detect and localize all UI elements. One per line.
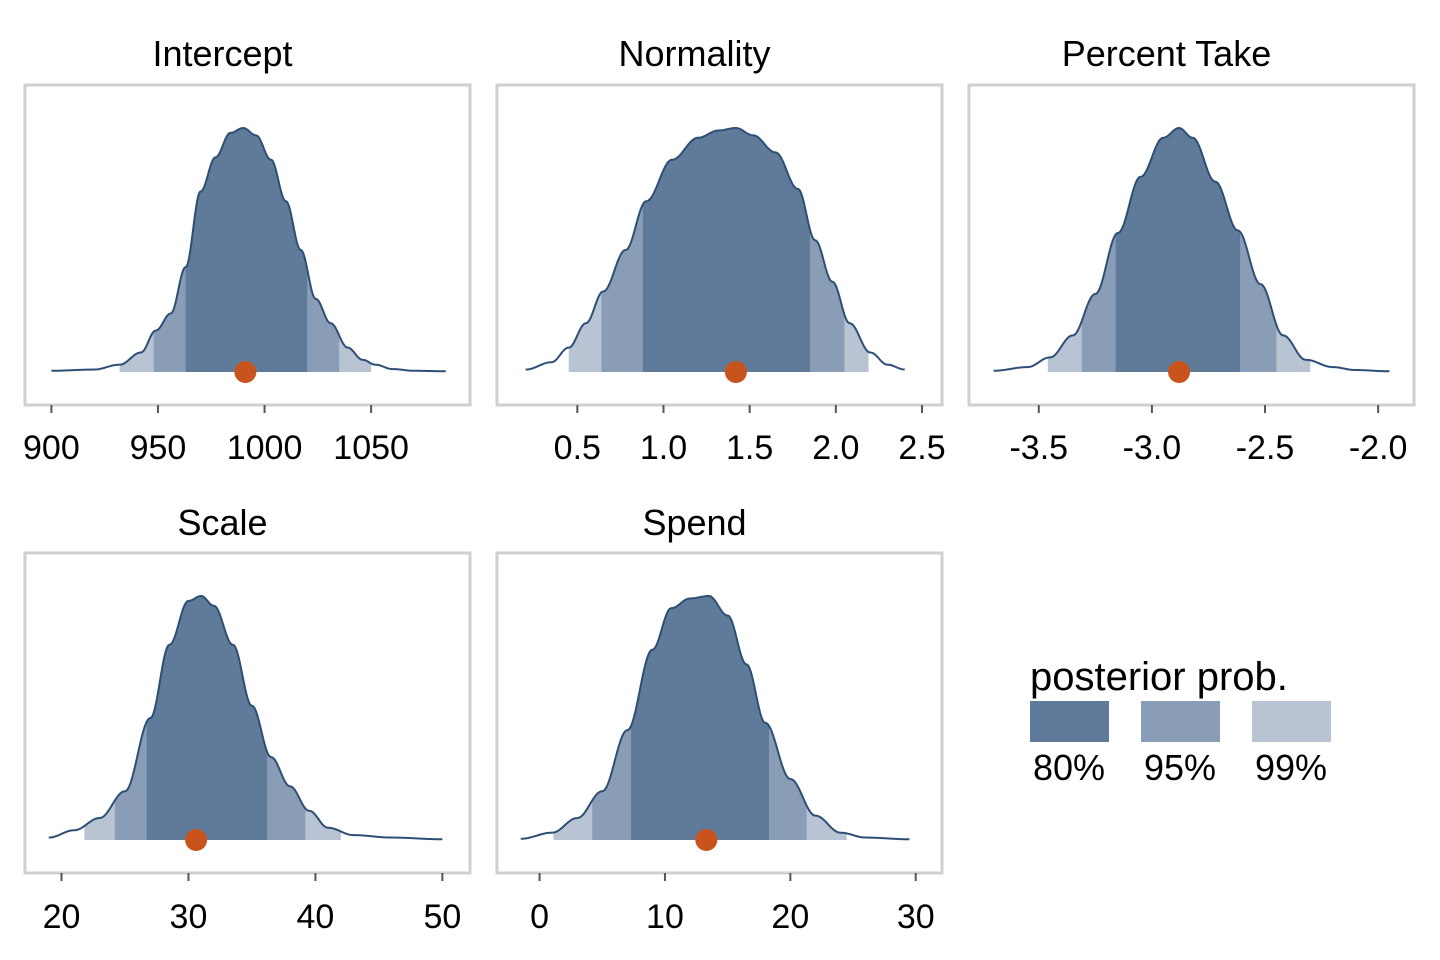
point-estimate: [234, 361, 257, 383]
legend-label-99: 99%: [1255, 747, 1327, 788]
point-estimate: [724, 361, 747, 383]
panel-frame: [495, 83, 944, 407]
x-tick-label: 1.5: [726, 429, 773, 467]
x-tick-label: 950: [130, 429, 187, 467]
legend-swatch-80: [1030, 701, 1109, 742]
panel-frame: [23, 551, 472, 875]
legend-label-95: 95%: [1144, 747, 1216, 788]
x-tick-label: 50: [423, 898, 461, 936]
x-tick-label: 0: [530, 898, 549, 936]
x-tick-label: 900: [23, 429, 80, 467]
x-tick-label: 1000: [227, 429, 303, 467]
band-80: [146, 596, 268, 840]
panel-normality: Normality 0.5 1.0 1.5 2.0 2.5: [495, 33, 946, 467]
x-tick-label: -2.0: [1349, 429, 1408, 467]
x-tick-label: 2.5: [898, 429, 945, 467]
panel-title: Spend: [642, 502, 746, 543]
band-80: [642, 128, 810, 372]
x-tick-label: 1050: [333, 429, 409, 467]
legend-label-80: 80%: [1033, 747, 1105, 788]
x-tick-label: 20: [43, 898, 81, 936]
density-outline: [525, 126, 905, 371]
point-estimate: [1168, 361, 1191, 383]
panel-title: Normality: [618, 33, 770, 74]
density-outline: [993, 126, 1390, 373]
panel-title: Percent Take: [1062, 33, 1271, 74]
panel-intercept: Intercept 900 950 1000 1050: [23, 33, 472, 467]
x-tick-label: 30: [897, 898, 935, 936]
panel-frame: [495, 551, 944, 875]
x-tick-label: 10: [646, 898, 684, 936]
panel-spend: Spend 0 10 20 30: [495, 502, 944, 936]
x-tick-label: 2.0: [812, 429, 859, 467]
band-80: [185, 128, 308, 372]
panel-scale: Scale 20 30 40 50: [23, 502, 472, 936]
point-estimate: [695, 829, 718, 851]
x-tick-label: -3.5: [1009, 429, 1068, 467]
panel-frame: [23, 83, 472, 407]
x-tick-label: 20: [771, 898, 809, 936]
density-outline: [520, 594, 910, 841]
density-outline: [51, 126, 446, 373]
x-tick-label: 0.5: [554, 429, 601, 467]
legend-swatch-95: [1141, 701, 1220, 742]
x-tick-label: 1.0: [640, 429, 687, 467]
point-estimate: [185, 829, 208, 851]
panel-title: Scale: [177, 502, 267, 543]
legend-swatch-99: [1252, 701, 1331, 742]
x-tick-label: -3.0: [1123, 429, 1182, 467]
density-outline: [48, 595, 443, 841]
band-80: [631, 596, 770, 840]
legend-title: posterior prob.: [1030, 655, 1288, 699]
x-tick-label: 40: [297, 898, 335, 936]
legend: posterior prob. 80% 95% 99%: [1030, 655, 1331, 788]
x-tick-label: 30: [170, 898, 208, 936]
panel-percent-take: Percent Take -3.5 -3.0 -2.5 -2.0: [967, 33, 1416, 467]
panel-frame: [967, 83, 1416, 407]
panel-title: Intercept: [152, 33, 292, 74]
band-80: [1115, 128, 1241, 372]
x-tick-label: -2.5: [1236, 429, 1295, 467]
